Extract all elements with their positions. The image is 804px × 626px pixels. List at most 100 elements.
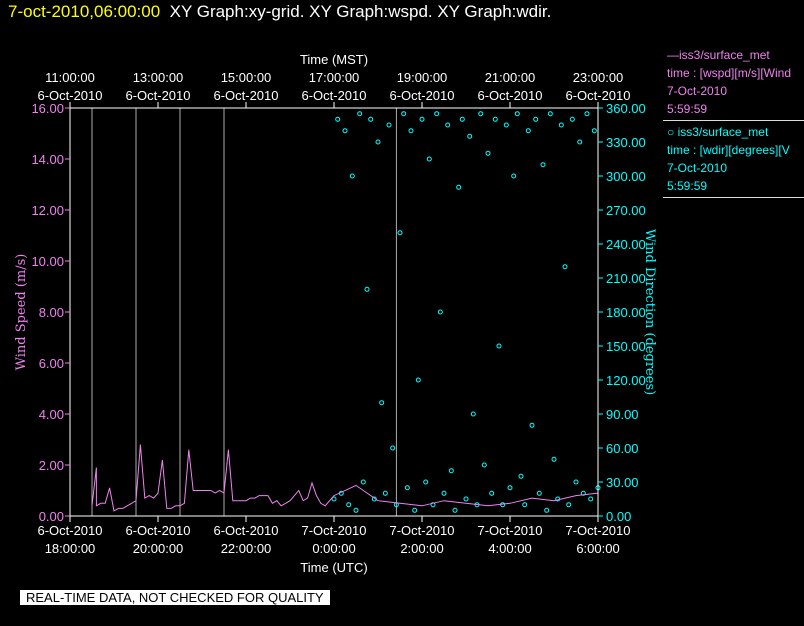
legend: —iss3/surface_met time : [wspd][m/s][Win…: [663, 44, 804, 198]
bottom-tick-time: 4:00:00: [488, 541, 531, 556]
right-tick-label: 0.00: [606, 509, 631, 524]
legend-entry-wdir: ○ iss3/surface_met time : [wdir][degrees…: [663, 121, 804, 198]
bottom-tick-date: 6-Oct-2010: [213, 523, 278, 538]
right-tick-label: 270.00: [606, 203, 646, 218]
wind-direction-point: [536, 490, 542, 496]
legend-wdir-var: time : [wdir][degrees][V: [667, 143, 790, 157]
bottom-tick-time: 18:00:00: [45, 541, 96, 556]
wind-speed-line: [91, 444, 599, 512]
right-tick-label: 30.00: [606, 475, 639, 490]
top-tick-time: 21:00:00: [485, 70, 536, 85]
axes: 6-Oct-2010 18:00:00 6-Oct-2010 20:00:00 6-Oc…: [31, 70, 645, 556]
wind-direction-point: [481, 462, 487, 468]
legend-entry-wspd: —iss3/surface_met time : [wspd][m/s][Win…: [663, 44, 804, 121]
wind-direction-point: [452, 507, 458, 513]
title-date: 7-oct-2010,06:00:00: [8, 2, 161, 21]
wind-direction-point: [349, 173, 355, 179]
wind-speed-series: [91, 444, 599, 512]
wind-direction-point: [390, 445, 396, 451]
right-tick-label: 210.00: [606, 271, 646, 286]
grid-lines: [91, 108, 397, 516]
wind-direction-point: [573, 479, 579, 485]
right-tick-label: 360.00: [606, 101, 646, 116]
plot-frame: [69, 107, 599, 517]
left-tick-label: 10.00: [31, 254, 64, 269]
wind-direction-point: [397, 230, 403, 236]
wind-direction-point: [375, 139, 381, 145]
wind-direction-point: [511, 173, 517, 179]
wind-direction-point: [518, 473, 524, 479]
top-tick-time: 23:00:00: [573, 70, 624, 85]
wind-direction-point: [503, 122, 509, 128]
left-tick-label: 0.00: [39, 509, 64, 524]
wind-direction-point: [368, 116, 374, 122]
wind-direction-point: [529, 422, 535, 428]
wind-direction-point: [357, 111, 363, 117]
wind-direction-point: [445, 122, 451, 128]
wind-direction-point: [584, 111, 590, 117]
right-tick-label: 330.00: [606, 135, 646, 150]
right-axis-title: Wind Direction (degrees): [642, 229, 657, 395]
wind-direction-point: [522, 502, 528, 508]
quality-notice: REAL-TIME DATA, NOT CHECKED FOR QUALITY: [20, 590, 330, 605]
legend-wspd-var: time : [wspd][m/s][Wind: [667, 66, 792, 80]
wind-direction-point: [382, 490, 388, 496]
left-tick-label: 14.00: [31, 152, 64, 167]
bottom-tick-date: 7-Oct-2010: [389, 523, 454, 538]
wind-direction-point: [547, 111, 553, 117]
legend-wdir-date: 7-Oct-2010: [667, 161, 728, 175]
wind-direction-point: [331, 496, 337, 502]
wind-direction-point: [364, 286, 370, 292]
top-tick-time: 11:00:00: [45, 70, 95, 85]
wind-direction-point: [423, 479, 429, 485]
wind-direction-point: [426, 156, 432, 162]
wind-direction-point: [404, 485, 410, 491]
wind-direction-point: [342, 128, 348, 134]
right-tick-label: 300.00: [606, 169, 646, 184]
legend-wdir-source: ○ iss3/surface_met: [667, 125, 769, 139]
top-axis-title: Time (MST): [300, 52, 368, 67]
wind-direction-point: [591, 128, 597, 134]
wind-direction-point: [496, 343, 502, 349]
top-tick-date: 6-Oct-2010: [37, 88, 102, 103]
right-tick-label: 60.00: [606, 441, 639, 456]
left-tick-label: 12.00: [31, 203, 64, 218]
left-tick-label: 2.00: [39, 458, 64, 473]
bottom-tick-date: 7-Oct-2010: [477, 523, 542, 538]
top-tick-time: 13:00:00: [133, 70, 184, 85]
legend-wdir-time: 5:59:59: [667, 179, 708, 193]
wind-direction-point: [577, 139, 583, 145]
wind-direction-point: [525, 128, 531, 134]
wind-direction-point: [514, 111, 520, 117]
wind-direction-point: [408, 128, 414, 134]
wind-direction-point: [401, 111, 407, 117]
top-tick-date: 6-Oct-2010: [565, 88, 630, 103]
wind-direction-point: [588, 496, 594, 502]
right-tick-label: 240.00: [606, 237, 646, 252]
wind-direction-point: [441, 490, 447, 496]
legend-wspd-source: —iss3/surface_met: [667, 48, 770, 62]
wind-direction-point: [485, 150, 491, 156]
wind-direction-point: [580, 490, 586, 496]
wind-direction-point: [540, 162, 546, 168]
top-tick-time: 17:00:00: [309, 70, 360, 85]
wind-direction-point: [533, 116, 539, 122]
wind-direction-point: [360, 479, 366, 485]
wind-direction-point: [430, 502, 436, 508]
bottom-tick-date: 6-Oct-2010: [37, 523, 102, 538]
wind-direction-point: [353, 507, 359, 513]
left-tick-label: 6.00: [39, 356, 64, 371]
wind-direction-point: [448, 468, 454, 474]
bottom-tick-date: 7-Oct-2010: [301, 523, 366, 538]
bottom-tick-time: 22:00:00: [221, 541, 272, 556]
bottom-tick-time: 2:00:00: [400, 541, 443, 556]
bottom-tick-date: 6-Oct-2010: [125, 523, 190, 538]
wind-direction-point: [489, 490, 495, 496]
wind-direction-point: [558, 122, 564, 128]
bottom-tick-time: 20:00:00: [133, 541, 184, 556]
wind-direction-series: [331, 111, 601, 513]
bottom-tick-date: 7-Oct-2010: [565, 523, 630, 538]
wind-direction-point: [566, 502, 572, 508]
right-tick-label: 90.00: [606, 407, 639, 422]
